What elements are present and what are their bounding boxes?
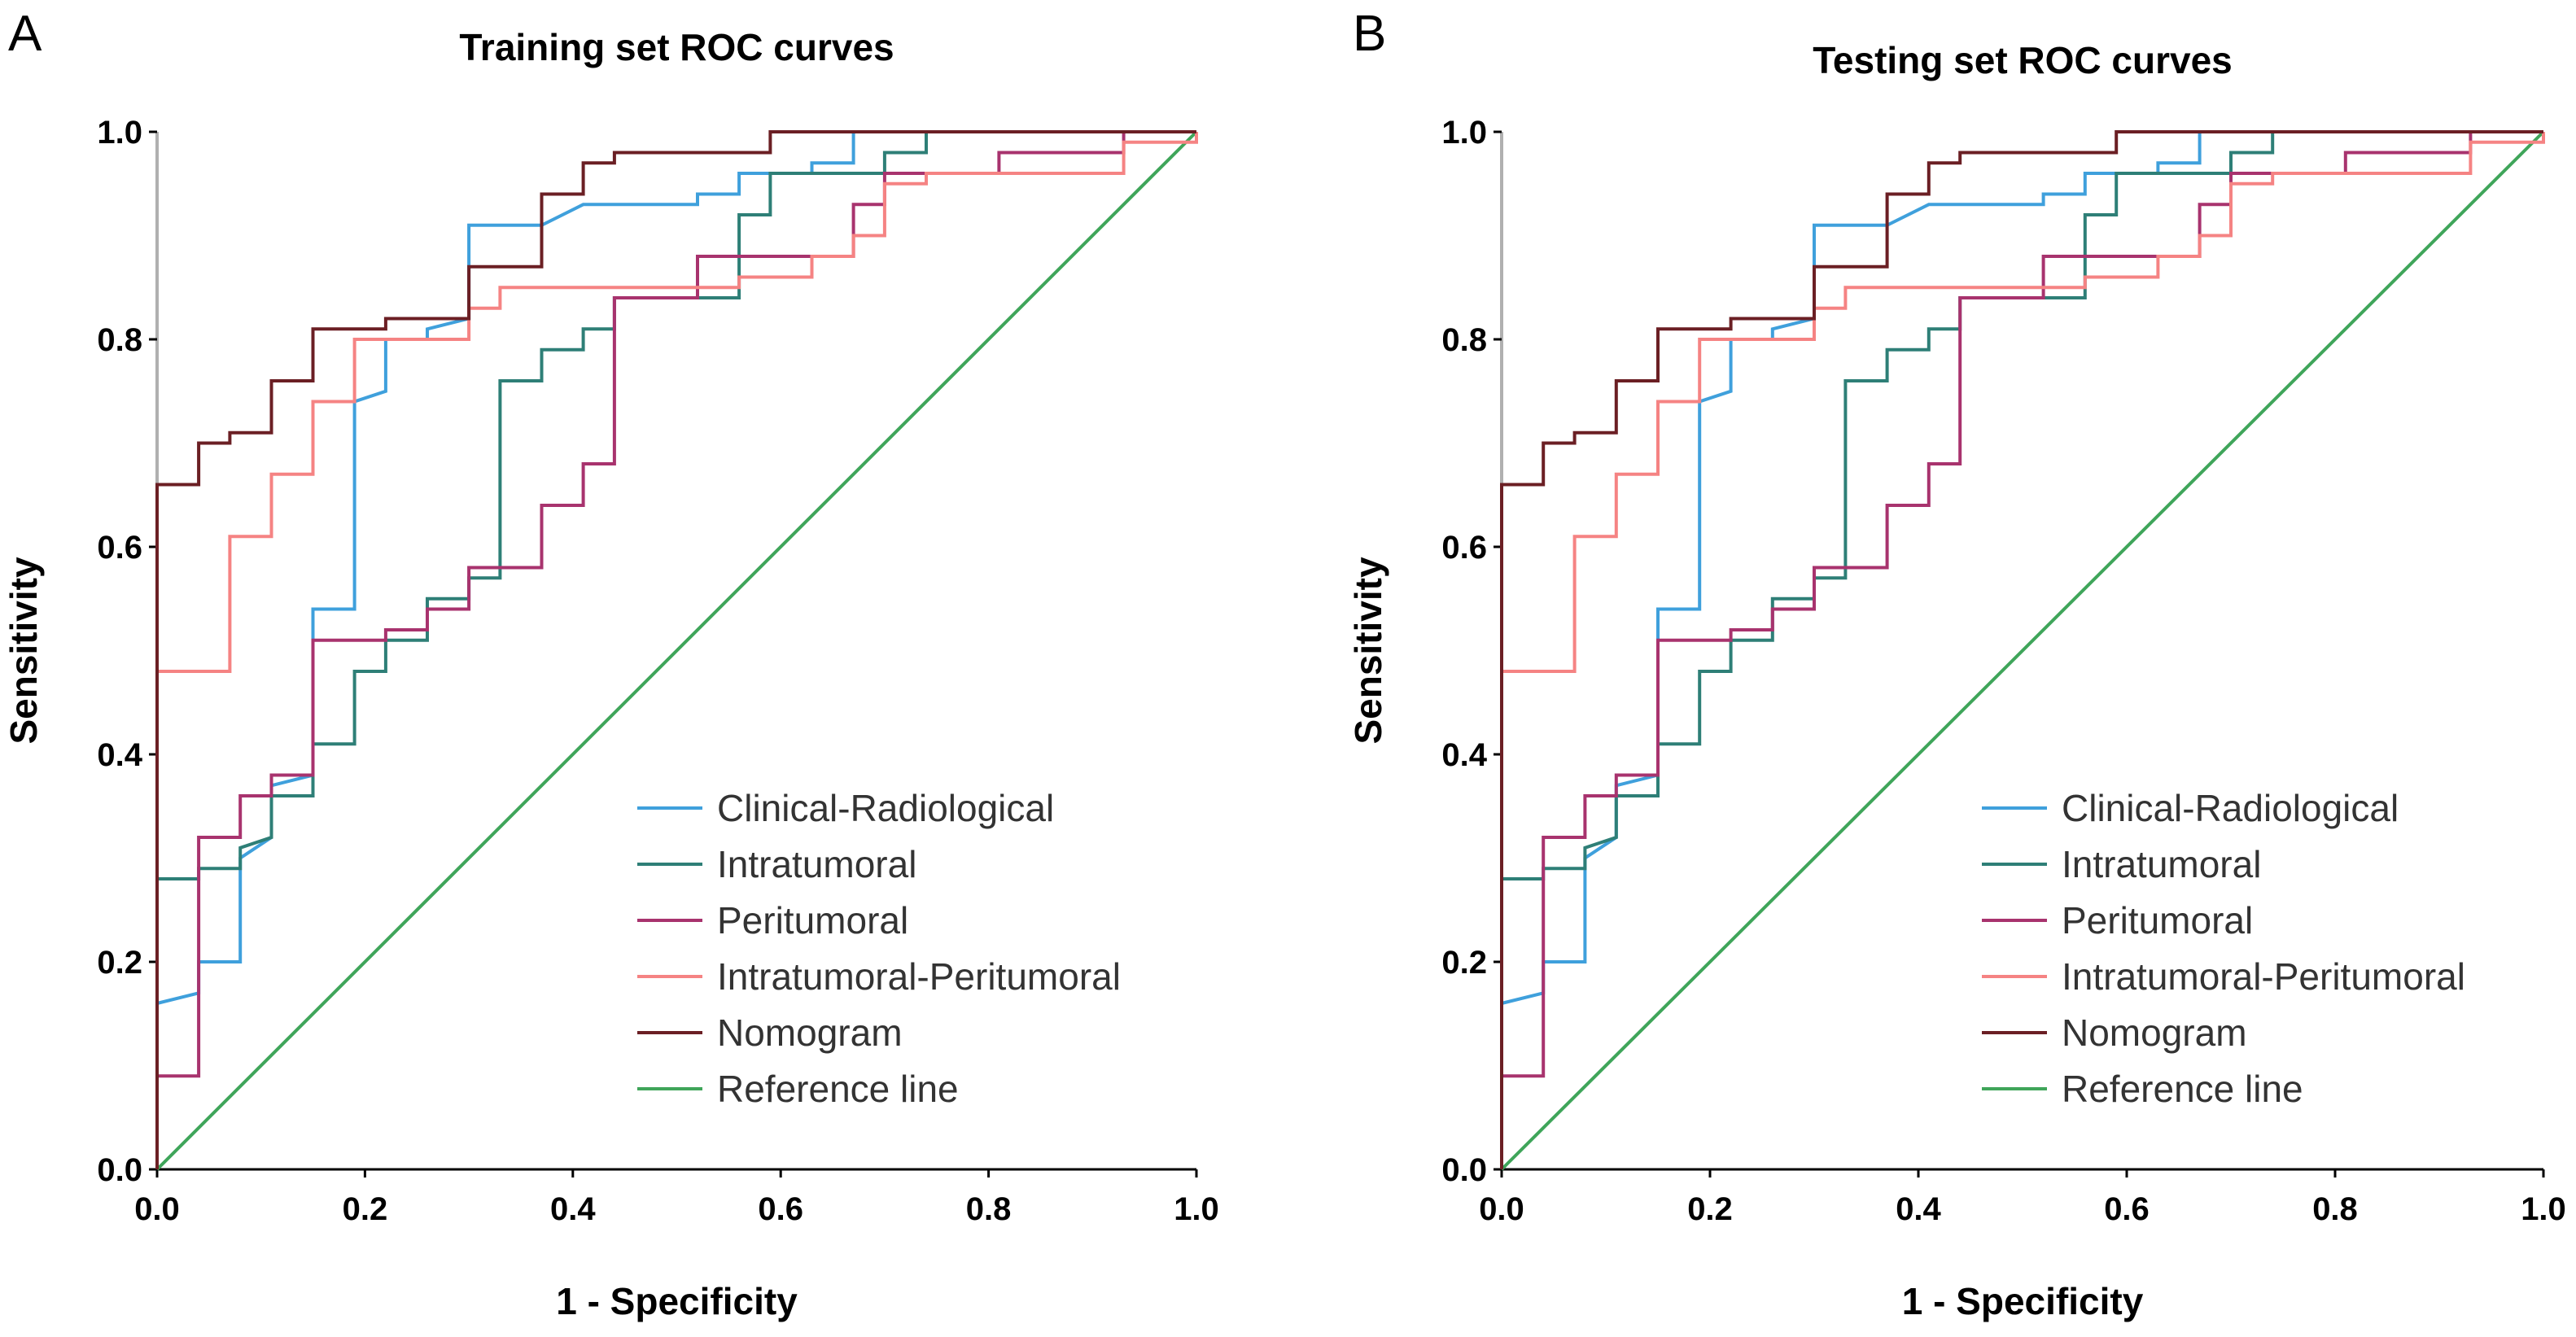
x-tick-label: 1.0 <box>1174 1191 1219 1227</box>
x-tick-label: 0.0 <box>1479 1191 1524 1227</box>
x-tick-label: 0.2 <box>343 1191 388 1227</box>
x-axis-label: 1 - Specificity <box>556 1280 798 1322</box>
y-axis-label: Sensitivity <box>2 557 45 745</box>
y-tick-label: 0.2 <box>97 945 142 981</box>
chart-panel-a: A Training set ROC curves 0.0 0.2 0.4 0.6 0.8 1… <box>2 6 1219 1322</box>
chart-title: Training set ROC curves <box>459 26 894 68</box>
x-tick-label: 0.2 <box>1687 1191 1733 1227</box>
x-tick-label: 0.8 <box>2312 1191 2358 1227</box>
series-line-nomogram <box>1500 130 2543 1169</box>
y-tick-label: 0.6 <box>97 530 142 566</box>
legend-label-intratumoral: Intratumoral <box>2062 843 2261 885</box>
x-tick-label: 0.4 <box>1896 1191 1941 1227</box>
y-tick-label: 0.4 <box>97 737 142 773</box>
y-tick-label: 0.0 <box>1441 1152 1487 1188</box>
series-line-intratumoral-peritumoral <box>155 132 1198 1169</box>
legend-label-intratumoral-peritumoral: Intratumoral-Peritumoral <box>717 955 1121 998</box>
panel-label: B <box>1353 6 1386 62</box>
legend-label-reference-line: Reference line <box>2062 1068 2303 1110</box>
legend-label-intratumoral: Intratumoral <box>717 843 916 885</box>
series-line-nomogram <box>155 130 1196 1169</box>
legend: Clinical-Radiological Intratumoral Peritum… <box>1982 787 2465 1110</box>
x-tick-label: 1.0 <box>2521 1191 2566 1227</box>
y-tick-label: 0.6 <box>1441 530 1487 566</box>
legend-label-nomogram: Nomogram <box>2062 1011 2247 1054</box>
legend-label-nomogram: Nomogram <box>717 1011 903 1054</box>
series-line-reference-line <box>1500 130 2545 1171</box>
panel-label: A <box>8 6 42 62</box>
x-tick-label: 0.8 <box>966 1191 1012 1227</box>
x-tick-label: 0.0 <box>134 1191 180 1227</box>
legend-label-peritumoral: Peritumoral <box>2062 899 2253 942</box>
y-tick-label: 0.4 <box>1441 737 1487 773</box>
y-tick-label: 1.0 <box>97 115 142 151</box>
series-line-reference-line <box>155 130 1198 1171</box>
legend-label-reference-line: Reference line <box>717 1068 959 1110</box>
chart-panel-b: B Testing set ROC curves 0.0 0.2 0.4 0.6 0.8 1.… <box>1347 6 2566 1322</box>
legend-label-clinical-radiological: Clinical-Radiological <box>717 787 1054 829</box>
legend-label-peritumoral: Peritumoral <box>717 899 908 942</box>
x-tick-label: 0.6 <box>2104 1191 2150 1227</box>
x-axis-label: 1 - Specificity <box>1902 1280 2144 1322</box>
y-tick-label: 0.2 <box>1441 945 1487 981</box>
legend-label-clinical-radiological: Clinical-Radiological <box>2062 787 2399 829</box>
chart-title: Testing set ROC curves <box>1813 39 2233 81</box>
y-tick-label: 0.0 <box>97 1152 142 1188</box>
y-tick-label: 1.0 <box>1441 115 1487 151</box>
y-tick-label: 0.8 <box>1441 322 1487 358</box>
legend-label-intratumoral-peritumoral: Intratumoral-Peritumoral <box>2062 955 2465 998</box>
x-tick-label: 0.4 <box>550 1191 596 1227</box>
x-tick-label: 0.6 <box>758 1191 803 1227</box>
series-line-intratumoral-peritumoral <box>1500 132 2545 1169</box>
y-tick-label: 0.8 <box>97 322 142 358</box>
legend: Clinical-Radiological Intratumoral Peritum… <box>637 787 1121 1110</box>
y-axis-label: Sensitivity <box>1347 557 1389 745</box>
